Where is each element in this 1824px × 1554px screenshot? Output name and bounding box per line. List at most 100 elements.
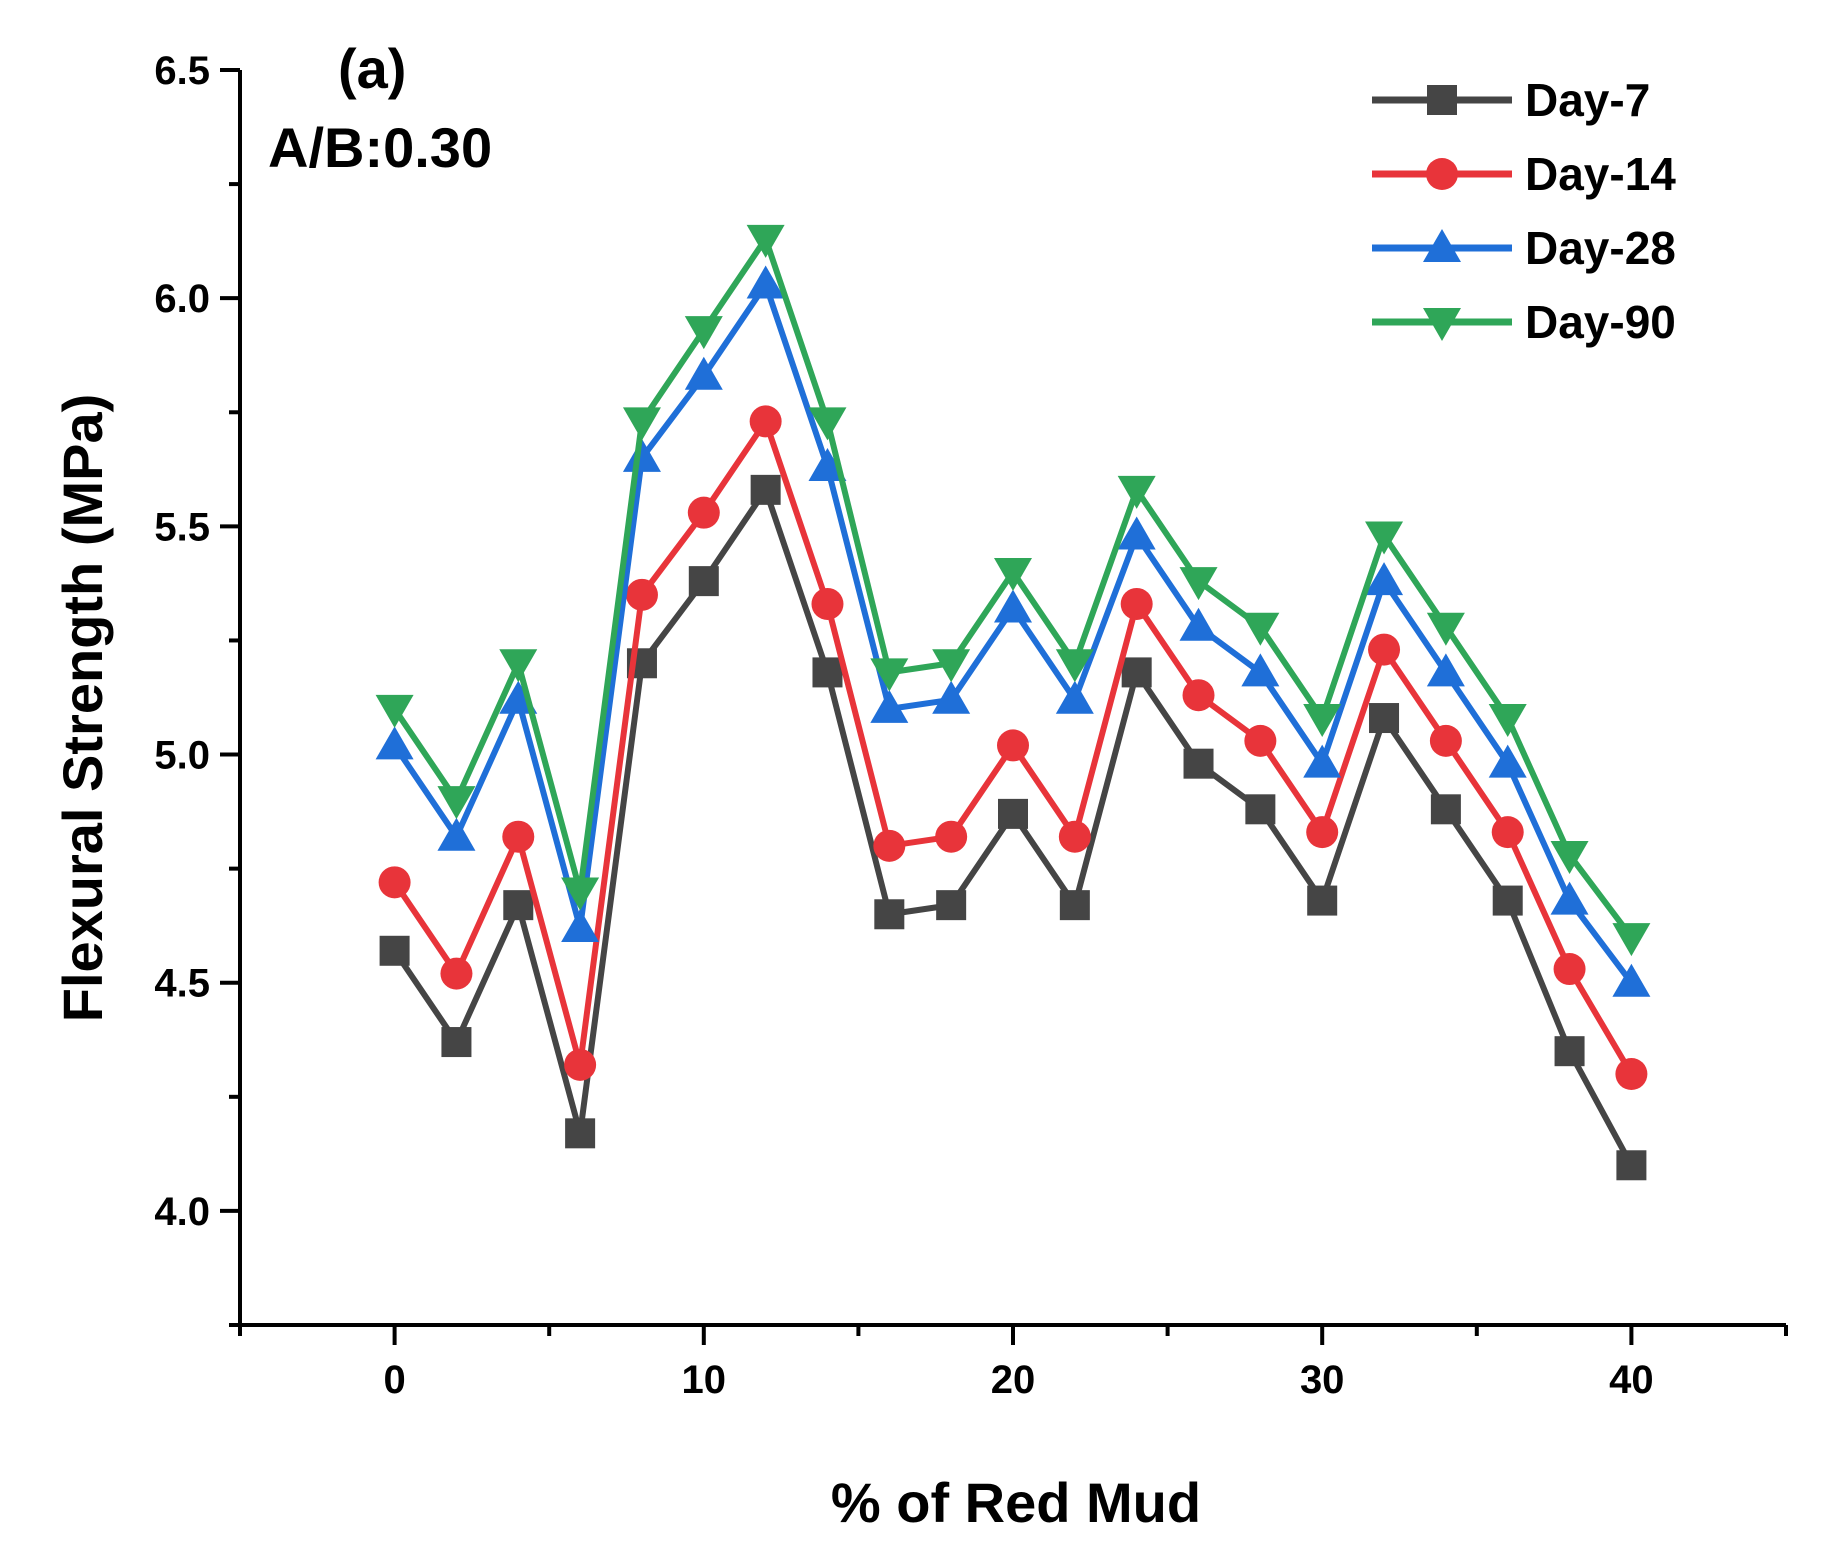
y-tick-label: 5.5 bbox=[154, 505, 210, 549]
legend-label: Day-14 bbox=[1525, 148, 1676, 200]
x-axis-title: % of Red Mud bbox=[831, 1471, 1201, 1534]
data-point-day-28 bbox=[870, 689, 909, 723]
data-point-day-14 bbox=[564, 1048, 597, 1081]
legend-label: Day-90 bbox=[1525, 296, 1676, 348]
data-point-day-7 bbox=[1554, 1036, 1585, 1067]
data-point-day-90 bbox=[994, 558, 1032, 591]
data-point-day-7 bbox=[688, 566, 719, 597]
series-day-28 bbox=[375, 265, 1651, 997]
data-point-day-7 bbox=[874, 899, 905, 930]
data-point-day-7 bbox=[750, 474, 781, 505]
data-point-day-14 bbox=[1615, 1058, 1648, 1090]
data-point-day-90 bbox=[499, 649, 538, 683]
data-point-day-90 bbox=[932, 649, 971, 683]
data-point-day-14 bbox=[749, 405, 782, 438]
y-tick-label: 4.5 bbox=[154, 962, 210, 1006]
data-point-day-90 bbox=[1241, 612, 1280, 646]
data-point-day-7 bbox=[1430, 794, 1461, 825]
data-point-day-28 bbox=[684, 356, 723, 390]
data-point-day-14 bbox=[378, 866, 411, 899]
data-point-day-14 bbox=[1491, 816, 1524, 849]
data-point-day-14 bbox=[1553, 953, 1586, 986]
data-point-day-28 bbox=[437, 817, 476, 851]
data-point-day-90 bbox=[746, 224, 785, 258]
panel-label: (a) bbox=[338, 37, 406, 100]
legend-item-day-90: Day-90 bbox=[1372, 296, 1676, 348]
data-point-day-7 bbox=[379, 935, 410, 966]
data-point-day-28 bbox=[1550, 881, 1589, 915]
data-point-day-28 bbox=[994, 589, 1032, 623]
data-point-day-14 bbox=[1368, 633, 1401, 666]
y-tick-label: 6.5 bbox=[154, 49, 210, 93]
data-point-day-90 bbox=[1117, 475, 1156, 509]
legend-label: Day-28 bbox=[1525, 222, 1676, 274]
data-point-day-90 bbox=[808, 407, 847, 441]
legend-marker-day-14 bbox=[1426, 158, 1458, 190]
y-axis-title: Flexural Strength (MPa) bbox=[51, 394, 114, 1023]
data-point-day-7 bbox=[1369, 703, 1400, 734]
data-point-day-7 bbox=[441, 1027, 472, 1058]
data-point-day-28 bbox=[375, 726, 414, 760]
data-point-day-14 bbox=[625, 578, 658, 611]
data-point-day-90 bbox=[1055, 649, 1094, 683]
data-point-day-14 bbox=[1429, 724, 1462, 757]
data-point-day-90 bbox=[1426, 612, 1465, 646]
legend-marker-day-28 bbox=[1423, 229, 1461, 262]
data-point-day-90 bbox=[684, 316, 723, 350]
data-point-day-28 bbox=[746, 265, 785, 299]
data-point-day-7 bbox=[565, 1118, 596, 1149]
series-day-7 bbox=[379, 474, 1647, 1181]
data-point-day-14 bbox=[873, 829, 906, 862]
data-point-day-7 bbox=[1121, 657, 1152, 688]
data-point-day-7 bbox=[1307, 885, 1338, 916]
data-point-day-7 bbox=[936, 890, 967, 921]
y-tick-label: 4.0 bbox=[154, 1190, 210, 1234]
data-point-day-28 bbox=[1241, 653, 1280, 687]
data-point-day-7 bbox=[998, 798, 1028, 829]
data-point-day-90 bbox=[1488, 704, 1527, 738]
x-tick-label: 0 bbox=[383, 1358, 405, 1402]
data-point-day-28 bbox=[1426, 653, 1465, 687]
data-point-day-14 bbox=[502, 820, 535, 853]
data-point-day-14 bbox=[440, 957, 473, 990]
data-point-day-90 bbox=[870, 658, 909, 692]
legend-label: Day-7 bbox=[1525, 74, 1650, 126]
data-point-day-28 bbox=[1365, 562, 1404, 596]
data-point-day-7 bbox=[1492, 885, 1523, 916]
data-point-day-90 bbox=[375, 694, 414, 728]
data-point-day-28 bbox=[1179, 607, 1218, 641]
x-tick-label: 10 bbox=[682, 1358, 727, 1402]
data-point-day-14 bbox=[1058, 820, 1091, 853]
x-tick-label: 30 bbox=[1300, 1358, 1345, 1402]
legend-item-day-14: Day-14 bbox=[1372, 148, 1676, 200]
legend-marker-day-7 bbox=[1427, 85, 1457, 115]
data-point-day-90 bbox=[561, 877, 600, 911]
data-point-day-28 bbox=[622, 438, 661, 472]
data-point-day-28 bbox=[808, 448, 847, 482]
legend: Day-7 Day-14 Day-28 Day-90 bbox=[1372, 74, 1676, 348]
data-point-day-14 bbox=[1120, 587, 1153, 620]
y-tick-label: 6.0 bbox=[154, 277, 210, 321]
data-point-day-14 bbox=[1244, 724, 1277, 757]
data-point-day-14 bbox=[1182, 679, 1215, 712]
data-point-day-28 bbox=[1055, 680, 1094, 714]
y-tick-label: 5.0 bbox=[154, 734, 210, 778]
data-point-day-90 bbox=[1550, 840, 1589, 874]
legend-marker-day-90 bbox=[1423, 308, 1461, 341]
data-point-day-7 bbox=[503, 890, 534, 921]
data-point-day-14 bbox=[997, 729, 1029, 762]
data-point-day-28 bbox=[932, 680, 971, 714]
data-point-day-14 bbox=[935, 820, 968, 853]
x-tick-label: 40 bbox=[1609, 1358, 1654, 1402]
annotation-text: A/B:0.30 bbox=[268, 116, 492, 179]
data-point-day-14 bbox=[687, 496, 720, 529]
data-point-day-7 bbox=[1245, 794, 1276, 825]
data-point-day-90 bbox=[1612, 923, 1651, 957]
x-tick-label: 20 bbox=[991, 1358, 1036, 1402]
data-point-day-90 bbox=[437, 786, 476, 820]
data-point-day-90 bbox=[1303, 704, 1342, 738]
legend-item-day-28: Day-28 bbox=[1372, 222, 1676, 274]
data-point-day-14 bbox=[811, 587, 844, 620]
data-point-day-28 bbox=[1117, 516, 1156, 550]
